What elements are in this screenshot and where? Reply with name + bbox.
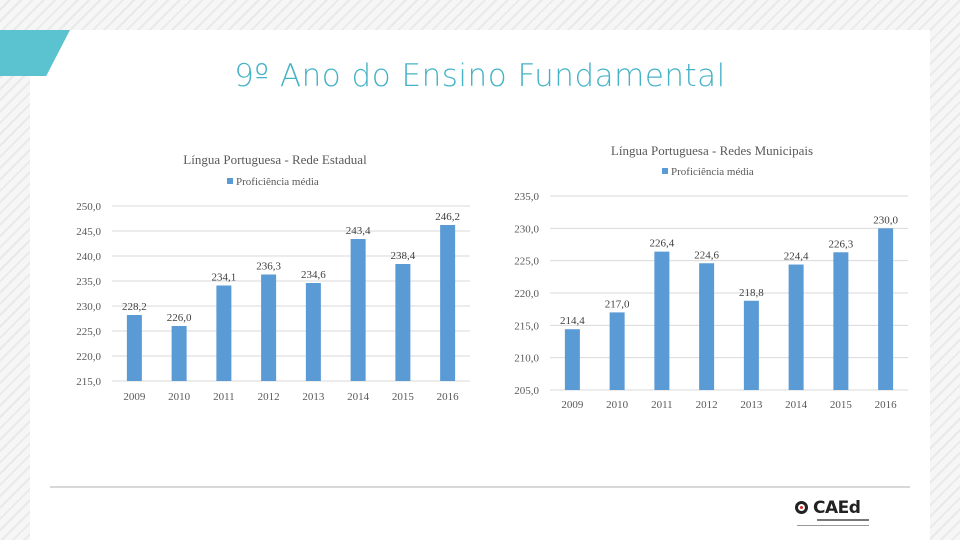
slide-background	[30, 30, 930, 540]
logo-tagline-line	[817, 519, 869, 521]
logo-tagline-line	[797, 525, 869, 526]
caed-logo-text: CAEd	[813, 498, 861, 518]
footer-divider	[50, 486, 910, 488]
page-title: 9º Ano do Ensino Fundamental	[234, 58, 726, 94]
caed-logo-icon	[795, 501, 808, 514]
caed-logo: CAEd	[795, 498, 875, 530]
